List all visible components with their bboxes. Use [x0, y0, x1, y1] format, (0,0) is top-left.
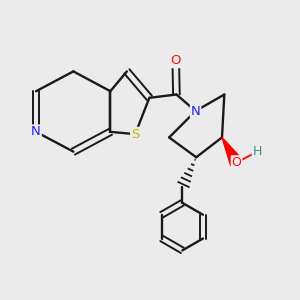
- Text: N: N: [31, 125, 41, 138]
- Text: O: O: [232, 156, 242, 169]
- Text: H: H: [253, 145, 262, 158]
- Text: S: S: [131, 128, 139, 141]
- Text: O: O: [170, 54, 181, 67]
- Polygon shape: [222, 137, 242, 166]
- Text: N: N: [191, 104, 200, 118]
